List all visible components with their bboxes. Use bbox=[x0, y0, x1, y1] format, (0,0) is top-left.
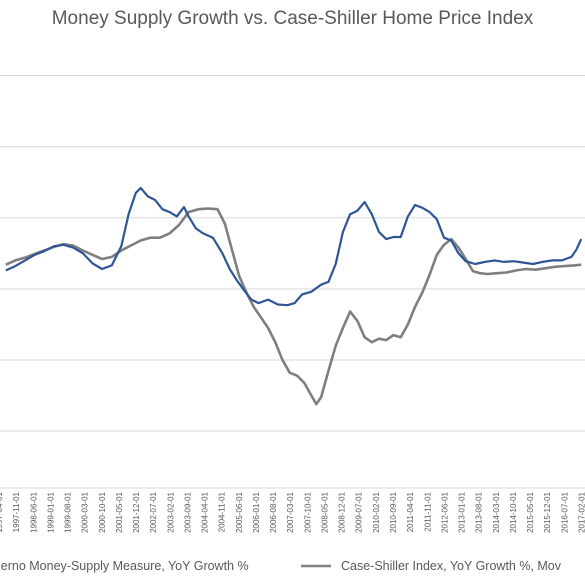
x-tick-label: 2002-07-01 bbox=[149, 491, 158, 532]
x-tick-label: 2000-03-01 bbox=[81, 491, 90, 532]
x-tick-label: 2007-10-01 bbox=[303, 491, 312, 532]
x-tick-label: 1997-11-01 bbox=[12, 491, 21, 532]
x-tick-label: 2004-04-01 bbox=[201, 491, 210, 532]
x-tick-label: 1999-01-01 bbox=[46, 491, 55, 532]
x-tick-label: 2013-08-01 bbox=[475, 491, 484, 532]
x-axis-tick-labels: 1997-04-01 1997-11-01 1998-06-01 1999-01-01… bbox=[0, 491, 585, 532]
x-tick-label: 2004-11-01 bbox=[218, 491, 227, 532]
series-line-money-supply bbox=[5, 186, 583, 307]
x-tick-label: 2006-08-01 bbox=[269, 491, 278, 532]
x-tick-label: 2010-09-01 bbox=[389, 491, 398, 532]
x-tick-label: 1998-06-01 bbox=[29, 491, 38, 532]
x-tick-label: 2011-11-01 bbox=[423, 491, 432, 531]
x-tick-label: 2009-07-01 bbox=[355, 491, 364, 532]
gridlines bbox=[0, 75, 585, 432]
x-tick-label: 2015-12-01 bbox=[543, 491, 552, 532]
x-tick-label: 2001-05-01 bbox=[115, 491, 124, 532]
x-tick-label: 2001-12-01 bbox=[132, 491, 141, 532]
chart-title: Money Supply Growth vs. Case-Shiller Hom… bbox=[51, 8, 534, 29]
x-tick-label: 2008-12-01 bbox=[338, 491, 347, 532]
legend-label: lerno Money-Supply Measure, YoY Growth % bbox=[0, 559, 249, 573]
x-tick-label: 2012-06-01 bbox=[440, 491, 449, 532]
x-tick-label: 2007-03-01 bbox=[286, 491, 295, 532]
x-tick-label: 2014-03-01 bbox=[492, 491, 501, 532]
x-tick-label: 2014-10-01 bbox=[509, 491, 518, 532]
x-tick-label: 2005-06-01 bbox=[235, 491, 244, 532]
x-tick-label: 2008-05-01 bbox=[321, 491, 330, 532]
legend-label: Case-Shiller Index, YoY Growth %, Mov bbox=[341, 559, 562, 573]
x-tick-label: 2003-09-01 bbox=[183, 491, 192, 532]
x-tick-label: 2000-10-01 bbox=[98, 491, 107, 532]
legend: lerno Money-Supply Measure, YoY Growth %… bbox=[0, 559, 562, 573]
x-tick-label: 2017-02-01 bbox=[577, 491, 585, 532]
x-tick-label: 2011-04-01 bbox=[406, 491, 415, 532]
x-tick-label: 2016-07-01 bbox=[560, 491, 569, 532]
series-line-case-shiller bbox=[5, 207, 582, 406]
x-tick-label: 2003-02-01 bbox=[166, 491, 175, 532]
x-tick-label: 1997-04-01 bbox=[0, 491, 4, 532]
x-tick-label: 2015-05-01 bbox=[526, 491, 535, 532]
x-tick-label: 1999-08-01 bbox=[64, 491, 73, 532]
series-lines bbox=[5, 186, 583, 406]
x-tick-label: 2010-02-01 bbox=[372, 491, 381, 532]
x-tick-label: 2013-01-01 bbox=[458, 491, 467, 532]
x-tick-label: 2006-01-01 bbox=[252, 491, 261, 532]
